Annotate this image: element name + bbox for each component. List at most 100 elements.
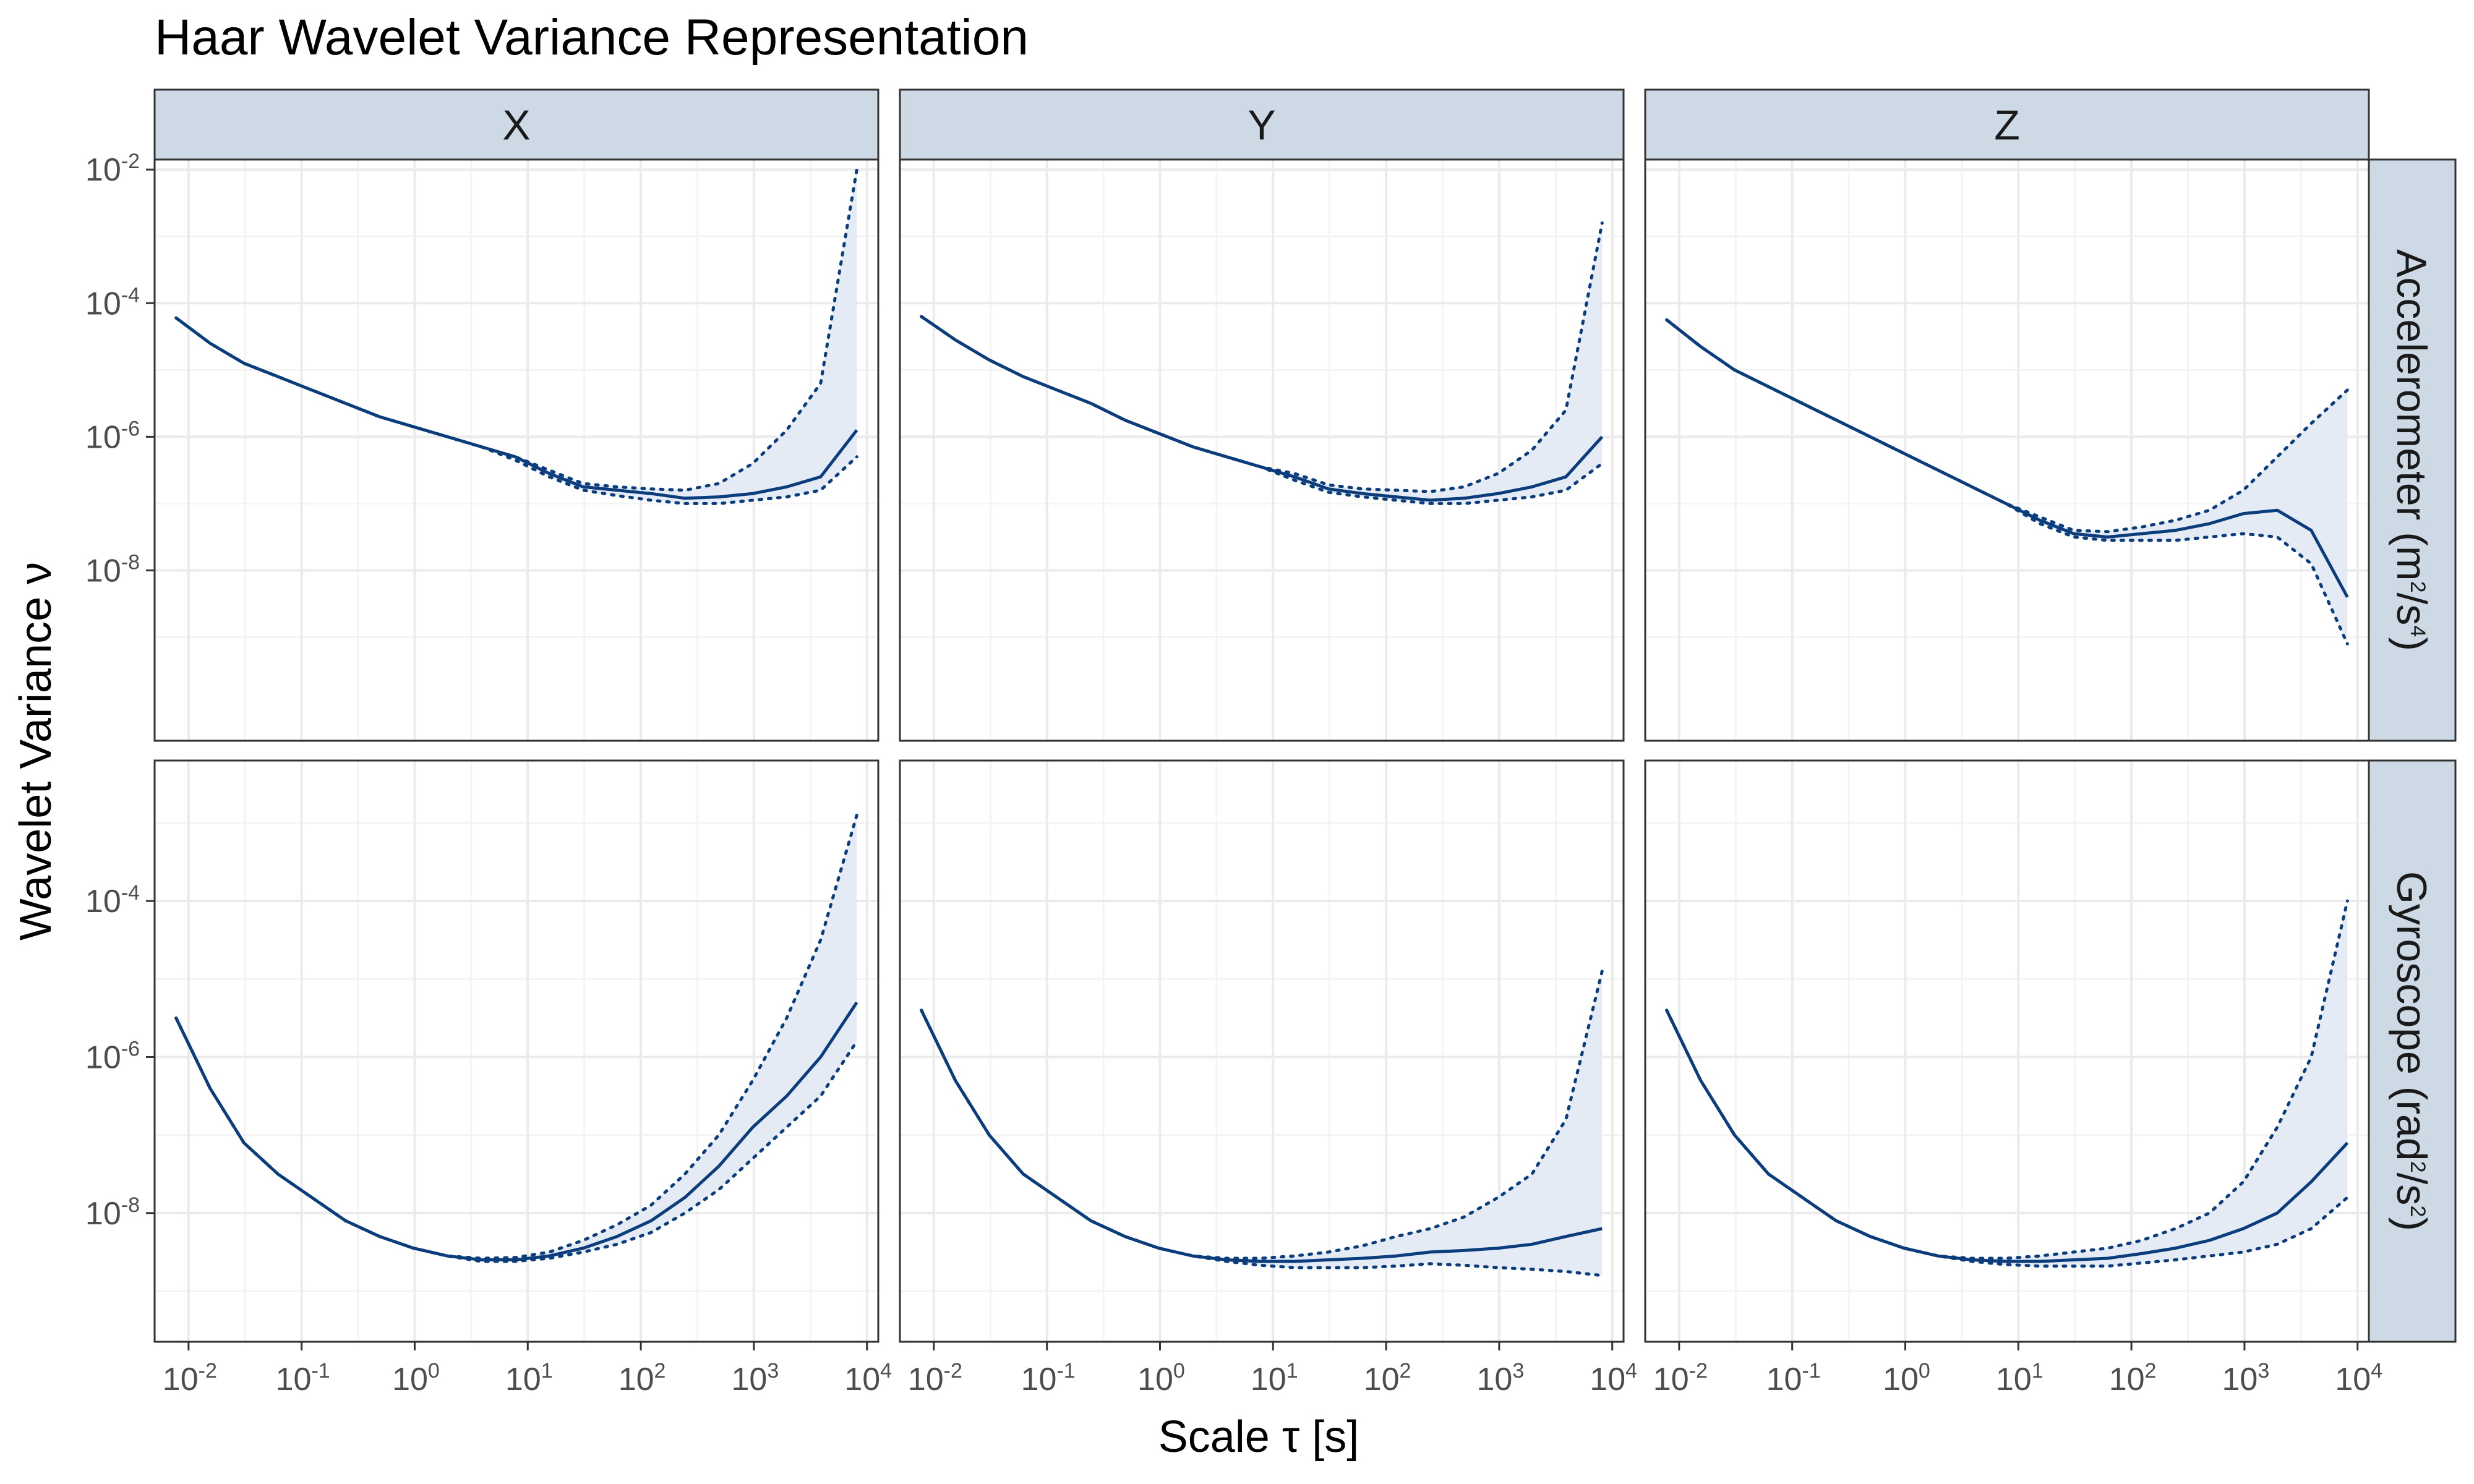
column-strip-z: Z (1644, 88, 2370, 161)
wavelet-variance-line (920, 1009, 1603, 1263)
x-tick-label-exp: 4 (880, 1359, 892, 1383)
x-tick-label: 103 (2222, 1359, 2270, 1397)
x-tick-label: 104 (844, 1359, 892, 1397)
x-tick-label: 104 (1590, 1359, 1637, 1397)
row-strip-label: Accelerometer (m2/s4) (2388, 249, 2435, 651)
x-tick-label-base: 10 (1251, 1362, 1286, 1397)
x-tick-label-exp: -2 (1689, 1359, 1708, 1383)
y-tick-label-base: 10 (85, 553, 121, 589)
strip-background (1644, 88, 2370, 161)
x-tick-label: 101 (1996, 1359, 2044, 1397)
x-tick-label-base: 10 (1364, 1362, 1400, 1397)
x-tick-label: 102 (2109, 1359, 2157, 1397)
x-tick-label-base: 10 (163, 1362, 199, 1397)
x-tick-label-base: 10 (276, 1362, 312, 1397)
panel-border (153, 759, 880, 1343)
panel-background (900, 160, 1624, 741)
y-tick-label: 10-4 (85, 881, 140, 919)
y-axis-label: Wavelet Variance ν (11, 562, 61, 940)
x-tick-label-base: 10 (1653, 1362, 1689, 1397)
chart-title: Haar Wavelet Variance Representation (155, 9, 1029, 66)
panel-x-row2 (153, 759, 880, 1343)
upper-bound-line (174, 813, 858, 1260)
row-strip-label_mid: /s (2388, 1173, 2435, 1206)
upper-bound-line (1665, 318, 2349, 534)
row-strip-label_mid: /s (2388, 593, 2435, 626)
x-tick-label: 10-2 (908, 1359, 962, 1397)
x-tick-label-exp: 2 (654, 1359, 666, 1383)
wavelet-variance-line (1666, 318, 2349, 598)
lower-bound-line (1665, 318, 2349, 646)
row-strip-label_main: Accelerometer (m (2388, 249, 2435, 581)
panel-background (1645, 160, 2369, 741)
strip-background (2368, 759, 2457, 1343)
x-tick-label-exp: 3 (767, 1359, 779, 1383)
x-axis-label-greek: τ (1282, 1412, 1299, 1462)
x-tick-label-base: 10 (1766, 1362, 1802, 1397)
x-tick-label-exp: 0 (428, 1359, 440, 1383)
x-tick-label-base: 10 (392, 1362, 428, 1397)
x-tick-label-exp: 1 (1286, 1359, 1298, 1383)
x-tick-label: 100 (1883, 1359, 1930, 1397)
x-tick-label-base: 10 (2222, 1362, 2258, 1397)
row-strip-label_end: ) (2388, 1217, 2435, 1231)
x-tick-label-base: 10 (618, 1362, 654, 1397)
panel-x-row1 (153, 158, 880, 742)
x-tick-label-base: 10 (1996, 1362, 2032, 1397)
panels-layer (153, 158, 2370, 1343)
x-tick-label-exp: 4 (1625, 1359, 1637, 1383)
row-strip-2: Gyroscope (rad2/s2) (2368, 759, 2457, 1343)
x-tick-label-exp: -2 (199, 1359, 217, 1383)
x-tick-label-base: 10 (1137, 1362, 1173, 1397)
row-strip-label_end: ) (2388, 637, 2435, 651)
x-tick-label-base: 10 (1021, 1362, 1057, 1397)
x-axis-label-text: Scale (1158, 1412, 1282, 1462)
y-tick-label-exp: -8 (121, 1193, 140, 1217)
x-tick-label: 10-1 (276, 1359, 330, 1397)
x-tick-label-exp: 0 (1173, 1359, 1185, 1383)
x-tick-label-base: 10 (2335, 1362, 2371, 1397)
y-tick-label: 10-6 (85, 417, 140, 455)
row-strip-sup2: 4 (2406, 625, 2429, 637)
row-strip-1: Accelerometer (m2/s4) (2368, 158, 2457, 742)
confidence-band (921, 223, 1603, 504)
y-tick-label-exp: -6 (121, 1037, 140, 1060)
x-tick-label-exp: 3 (2258, 1359, 2269, 1383)
y-tick-label-exp: -2 (121, 150, 140, 173)
x-tick-label-exp: 1 (541, 1359, 553, 1383)
x-tick-label: 100 (392, 1359, 440, 1397)
y-tick-label-base: 10 (85, 1039, 121, 1075)
x-tick-label-base: 10 (844, 1362, 880, 1397)
strip-label: Y (1248, 102, 1275, 149)
x-tick-label-base: 10 (2109, 1362, 2145, 1397)
y-tick-label: 10-8 (85, 550, 140, 589)
y-tick-label-base: 10 (85, 1196, 121, 1232)
y-tick-label-exp: -4 (121, 881, 140, 905)
strip-background (2368, 158, 2457, 742)
column-strip-x: X (153, 88, 880, 161)
strip-background (899, 88, 1625, 161)
x-tick-label-base: 10 (1883, 1362, 1919, 1397)
strip-label: X (502, 102, 530, 149)
x-tick-label: 10-2 (163, 1359, 217, 1397)
x-tick-label-exp: -1 (1802, 1359, 1820, 1383)
x-tick-label: 10-1 (1021, 1359, 1076, 1397)
row-strip-sup2: 2 (2406, 1205, 2429, 1217)
x-tick-label-base: 10 (1477, 1362, 1513, 1397)
x-tick-label-exp: 2 (1400, 1359, 1411, 1383)
row-strip-sup1: 2 (2406, 581, 2429, 593)
panel-border (899, 759, 1625, 1343)
x-tick-label: 104 (2335, 1359, 2382, 1397)
x-tick-label: 10-1 (1766, 1359, 1821, 1397)
panel-background (155, 761, 878, 1342)
confidence-band (176, 169, 857, 504)
y-tick-label-base: 10 (85, 286, 121, 322)
x-tick-label-base: 10 (1590, 1362, 1625, 1397)
x-tick-label: 102 (1364, 1359, 1411, 1397)
x-axis-label: Scale τ [s] (1158, 1412, 1359, 1462)
x-tick-label: 103 (732, 1359, 779, 1397)
y-tick-label-exp: -6 (121, 417, 140, 440)
panel-y-row2 (899, 759, 1625, 1343)
